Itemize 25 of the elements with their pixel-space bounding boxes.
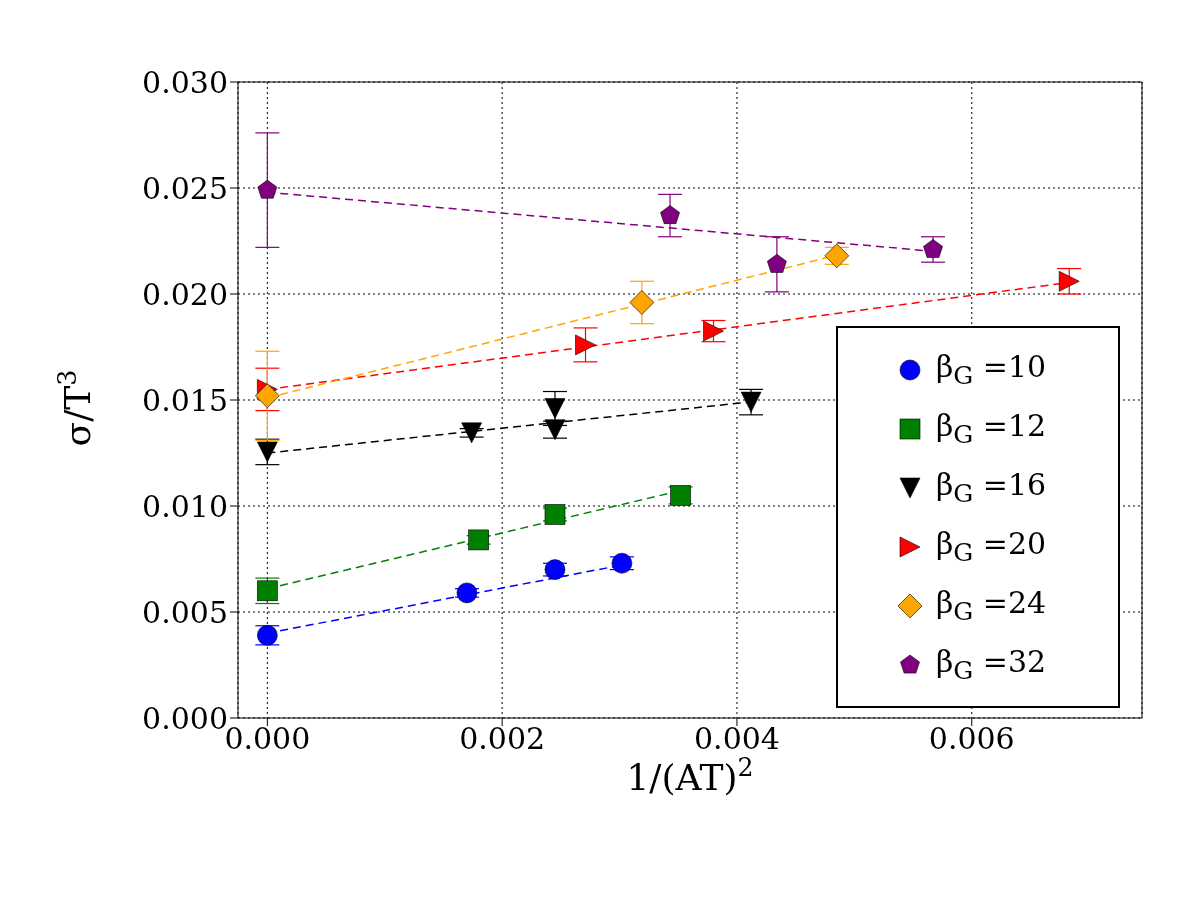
point	[629, 290, 655, 315]
legend-label: β$_{G}$ =16	[936, 467, 1047, 508]
point	[544, 398, 566, 419]
legend-label: β$_{G}$ =10	[936, 349, 1047, 390]
x-tick-label: 0.006	[928, 721, 1015, 757]
y-tick-label: 0.010	[142, 488, 228, 524]
legend-label: β$_{G}$ =12	[936, 408, 1047, 449]
y-tick-label: 0.025	[142, 170, 228, 206]
y-tick-label: 0.020	[142, 276, 228, 312]
y-tick-label: 0.005	[142, 594, 228, 630]
point	[660, 205, 680, 224]
legend-label: β$_{G}$ =32	[936, 644, 1047, 685]
point	[257, 179, 278, 199]
point	[456, 582, 478, 604]
point	[468, 529, 489, 551]
x-tick-label: 0.002	[459, 721, 546, 757]
point	[575, 334, 596, 356]
legend-label: β$_{G}$ =24	[936, 585, 1047, 626]
point	[767, 254, 787, 273]
point	[255, 383, 280, 409]
point	[923, 239, 943, 258]
legend-label: β$_{G}$ =20	[936, 526, 1047, 567]
point	[461, 422, 482, 444]
y-tick-label: 0.030	[142, 64, 228, 100]
y-tick-label: 0.015	[142, 382, 228, 418]
